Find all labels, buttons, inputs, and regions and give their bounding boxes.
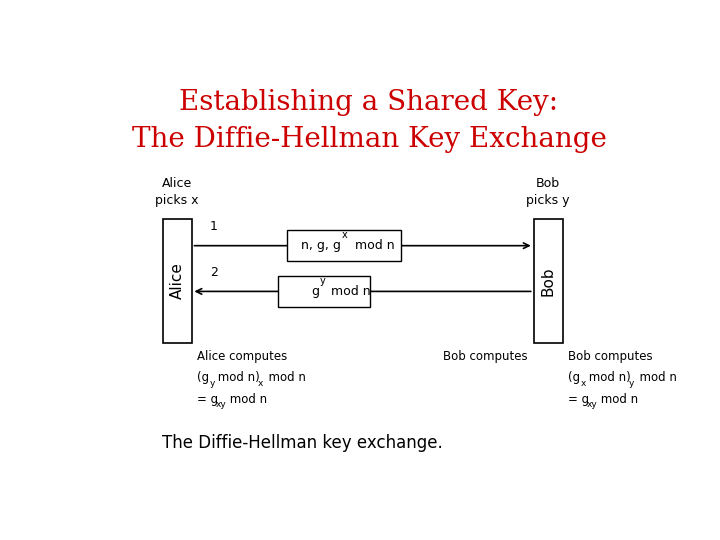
Text: The Diffie-Hellman key exchange.: The Diffie-Hellman key exchange. (162, 434, 442, 452)
Bar (279, 276, 370, 307)
Text: (g: (g (197, 371, 210, 384)
Text: x: x (580, 379, 586, 388)
Text: mod n: mod n (632, 371, 678, 384)
Text: y: y (320, 276, 325, 286)
Text: Bob
picks y: Bob picks y (526, 177, 570, 207)
Text: = g: = g (197, 393, 218, 406)
Text: mod n: mod n (261, 371, 306, 384)
Text: Establishing a Shared Key:: Establishing a Shared Key: (179, 89, 559, 116)
Text: y: y (629, 379, 634, 388)
Text: 1: 1 (210, 220, 218, 233)
Text: xy: xy (216, 400, 227, 409)
Text: = g: = g (568, 393, 590, 406)
Text: Bob: Bob (541, 266, 556, 296)
Text: Alice computes: Alice computes (197, 349, 287, 363)
Text: The Diffie-Hellman Key Exchange: The Diffie-Hellman Key Exchange (132, 126, 606, 153)
Bar (534, 219, 562, 343)
Text: x: x (258, 379, 263, 388)
Text: y: y (210, 379, 215, 388)
Text: mod n: mod n (327, 285, 371, 298)
Text: Alice
picks x: Alice picks x (156, 177, 199, 207)
Text: mod n: mod n (597, 393, 639, 406)
Text: n, g, g: n, g, g (301, 239, 341, 252)
Text: g: g (311, 285, 319, 298)
Text: mod n: mod n (351, 239, 395, 252)
Text: 2: 2 (210, 266, 218, 279)
Text: mod n: mod n (226, 393, 267, 406)
Text: Alice: Alice (169, 262, 184, 300)
Bar (163, 219, 192, 343)
Text: xy: xy (588, 400, 598, 409)
Text: (g: (g (568, 371, 580, 384)
Text: Bob computes: Bob computes (444, 349, 528, 363)
Text: mod n): mod n) (585, 371, 631, 384)
Text: Bob computes: Bob computes (568, 349, 653, 363)
Text: x: x (342, 230, 348, 240)
Bar (287, 230, 401, 261)
Text: mod n): mod n) (214, 371, 260, 384)
